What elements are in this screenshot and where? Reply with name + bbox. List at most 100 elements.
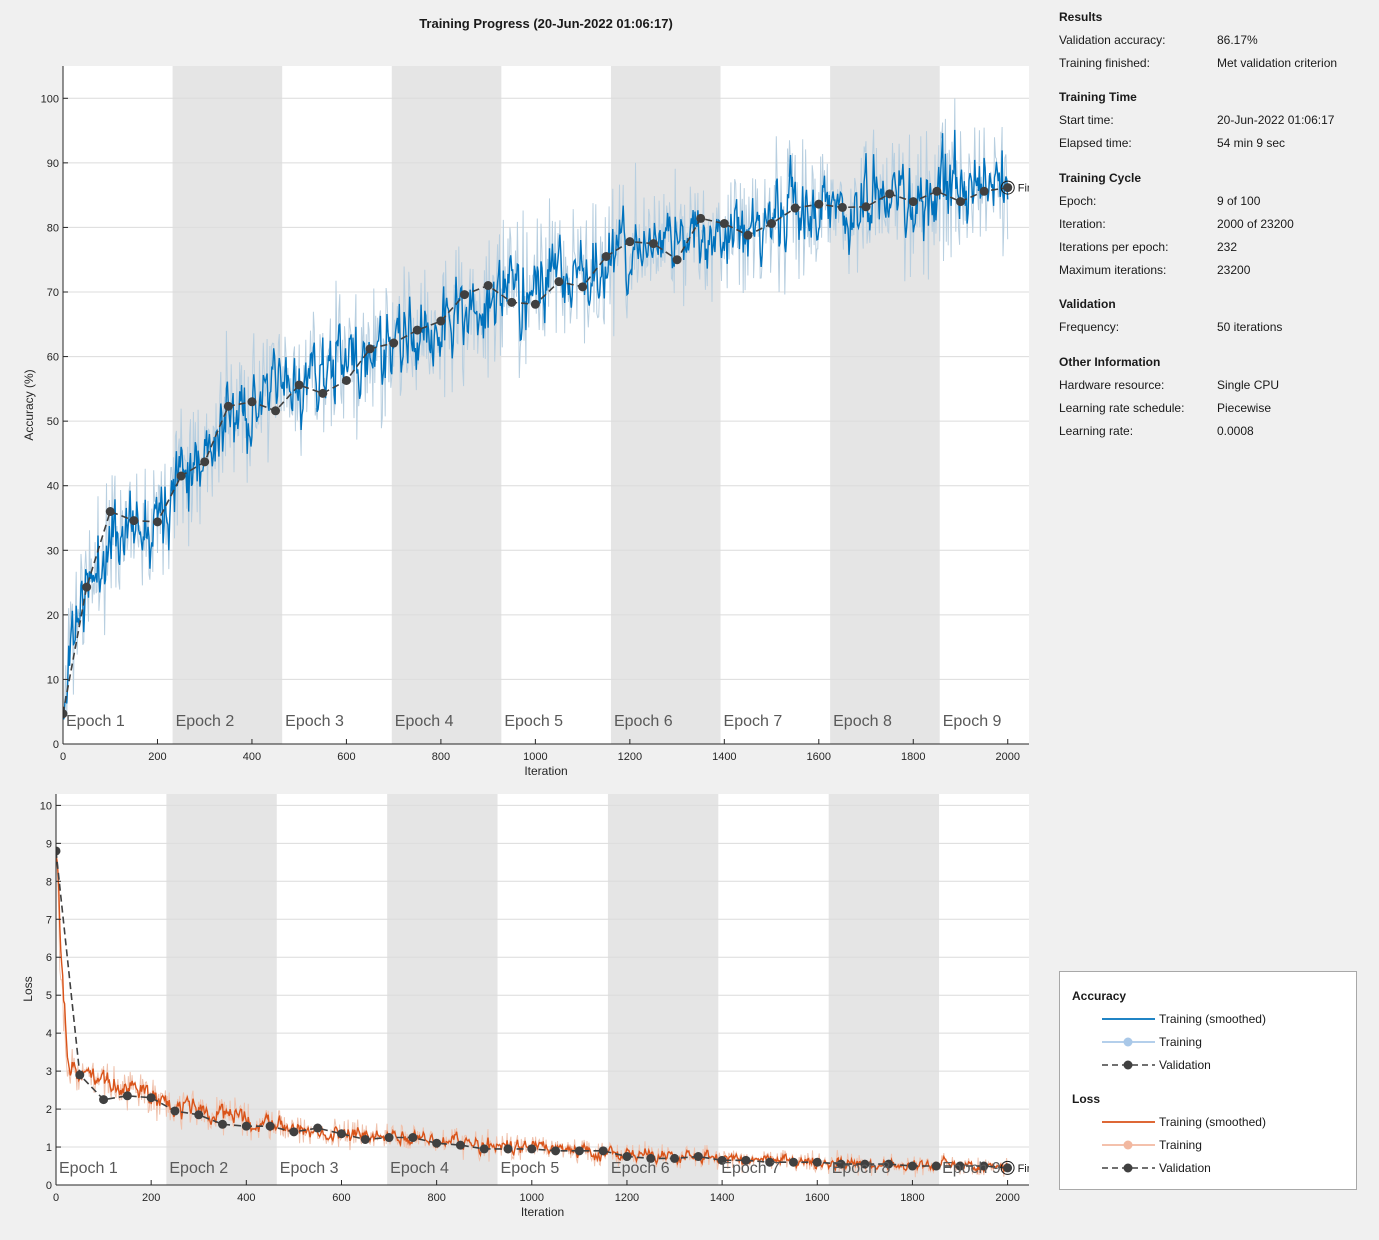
info-value: 86.17% (1217, 33, 1258, 47)
dashed-marker-swatch-icon (1102, 1163, 1155, 1173)
loss-y-tick-label: 9 (46, 838, 52, 850)
accuracy-epoch-band (610, 66, 721, 744)
accuracy-epoch-band (391, 66, 502, 744)
loss-epoch-band (387, 794, 498, 1185)
info-row-learning-rate-schedule: Learning rate schedule: Piecewise (1059, 401, 1374, 417)
info-value: 232 (1217, 240, 1238, 254)
info-value: 54 min 9 sec (1217, 136, 1286, 150)
accuracy-validation-point (554, 277, 564, 287)
other-information-heading: Other Information (1059, 355, 1161, 369)
info-row-validation-accuracy: Validation accuracy: 86.17% (1059, 33, 1374, 49)
accuracy-validation-point (483, 281, 493, 291)
accuracy-validation-point (436, 316, 446, 326)
accuracy-final-marker (1000, 180, 1015, 195)
legend-label: Training (smoothed) (1159, 1012, 1266, 1026)
training-cycle-heading: Training Cycle (1059, 171, 1142, 185)
info-row-training-finished: Training finished: Met validation criter… (1059, 56, 1374, 72)
accuracy-validation-point (271, 406, 281, 416)
accuracy-x-axis-label: Iteration (524, 764, 567, 778)
loss-epoch-label: Epoch 4 (390, 1160, 449, 1177)
loss-x-tick-label: 1000 (520, 1192, 544, 1204)
loss-validation-point (693, 1152, 703, 1162)
accuracy-y-tick-label: 0 (53, 739, 59, 751)
legend-accuracy-training: Training (1100, 1034, 1350, 1050)
accuracy-epoch-label: Epoch 1 (66, 713, 125, 730)
accuracy-y-tick-label: 50 (47, 416, 59, 428)
accuracy-validation-point (530, 299, 540, 309)
loss-y-tick-label: 7 (46, 914, 52, 926)
validation-heading: Validation (1059, 297, 1116, 311)
accuracy-validation-point (601, 251, 611, 261)
accuracy-x-tick-label: 0 (60, 751, 66, 763)
accuracy-epoch-label: Epoch 3 (285, 713, 344, 730)
accuracy-validation-point (105, 507, 115, 517)
info-key: Hardware resource: (1059, 378, 1165, 392)
accuracy-x-tick-label: 1600 (807, 751, 831, 763)
info-value: 0.0008 (1217, 424, 1254, 438)
loss-x-tick-label: 0 (53, 1192, 59, 1204)
loss-validation-point (551, 1146, 561, 1156)
accuracy-validation-point (176, 471, 186, 481)
accuracy-validation-point (719, 219, 729, 229)
loss-x-tick-label: 2000 (995, 1192, 1019, 1204)
loss-validation-point (717, 1155, 727, 1165)
info-value: 23200 (1217, 263, 1251, 277)
loss-validation-point (670, 1153, 680, 1163)
loss-validation-point (146, 1093, 156, 1103)
legend-label: Training (smoothed) (1159, 1115, 1266, 1129)
loss-validation-point (241, 1121, 251, 1131)
loss-validation-point (574, 1146, 584, 1156)
accuracy-validation-point (460, 290, 470, 300)
info-key: Validation accuracy: (1059, 33, 1166, 47)
loss-x-tick-label: 800 (427, 1192, 445, 1204)
accuracy-series (63, 98, 1013, 721)
legend-label: Validation (1159, 1161, 1211, 1175)
accuracy-validation-point (63, 709, 68, 719)
legend-loss-validation: Validation (1100, 1160, 1350, 1176)
accuracy-training-smoothed-line (63, 129, 1009, 720)
info-row-frequency: Frequency: 50 iterations (1059, 320, 1374, 336)
loss-y-axis-label: Loss (21, 976, 35, 1001)
info-key: Iterations per epoch: (1059, 240, 1169, 254)
accuracy-validation-point (82, 582, 92, 592)
info-key: Maximum iterations: (1059, 263, 1167, 277)
line-marker-swatch-icon (1102, 1037, 1155, 1047)
accuracy-validation-point (200, 457, 210, 467)
accuracy-y-axis-label: Accuracy (%) (22, 369, 36, 440)
loss-epoch-band (828, 794, 940, 1185)
loss-x-tick-label: 400 (237, 1192, 255, 1204)
info-row-start-time: Start time: 20-Jun-2022 01:06:17 (1059, 113, 1374, 129)
loss-y-tick-label: 0 (46, 1180, 52, 1192)
accuracy-validation-point (1003, 183, 1013, 193)
loss-validation-point (931, 1161, 941, 1171)
accuracy-epoch-label: Epoch 6 (614, 713, 673, 730)
accuracy-validation-point (294, 380, 304, 390)
dashed-marker-swatch-icon (1102, 1060, 1155, 1070)
accuracy-validation-point (247, 397, 257, 407)
accuracy-validation-point (365, 344, 375, 354)
accuracy-validation-point (979, 186, 989, 196)
loss-x-tick-label: 200 (142, 1192, 160, 1204)
loss-validation-point (170, 1106, 180, 1116)
loss-validation-point (56, 846, 61, 856)
loss-y-tick-label: 6 (46, 952, 52, 964)
legend-accuracy-heading: Accuracy (1072, 989, 1127, 1003)
accuracy-epoch-label: Epoch 4 (395, 713, 454, 730)
legend-loss-training-smoothed: Training (smoothed) (1100, 1114, 1350, 1130)
accuracy-validation-point (837, 202, 847, 212)
accuracy-validation-point (861, 202, 871, 212)
info-value: Piecewise (1217, 401, 1272, 415)
accuracy-validation-point (129, 516, 139, 526)
accuracy-x-tick-label: 600 (337, 751, 355, 763)
loss-x-tick-label: 600 (332, 1192, 350, 1204)
accuracy-validation-point (767, 219, 777, 229)
loss-validation-point (75, 1070, 85, 1080)
loss-validation-point (360, 1134, 370, 1144)
accuracy-validation-point (625, 237, 635, 247)
info-key: Training finished: (1059, 56, 1150, 70)
loss-x-axis-label: Iteration (521, 1205, 564, 1219)
loss-series (56, 846, 1013, 1178)
loss-validation-point (384, 1133, 394, 1143)
figure-title: Training Progress (20-Jun-2022 01:06:17) (419, 16, 673, 31)
loss-y-tick-label: 2 (46, 1104, 52, 1116)
